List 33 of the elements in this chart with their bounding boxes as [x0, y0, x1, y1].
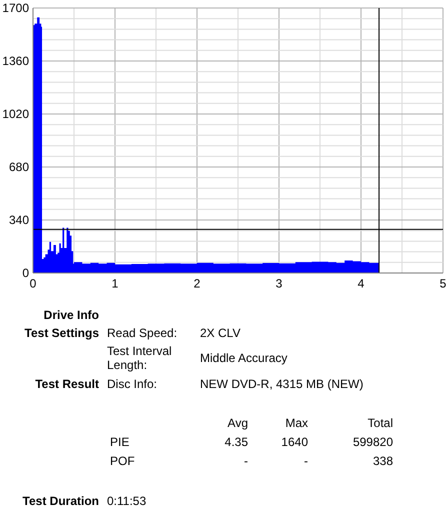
text: 338 — [372, 454, 393, 468]
y-tick-label: 340 — [8, 212, 30, 227]
text: Avg — [226, 416, 248, 430]
text: PIE — [110, 435, 130, 449]
y-tick-label: 1020 — [2, 106, 30, 121]
text: 599820 — [352, 435, 393, 449]
text: Read Speed: — [107, 326, 178, 340]
x-tick-label: 5 — [440, 276, 447, 291]
text: 4.35 — [224, 435, 248, 449]
x-tick-label: 1 — [112, 276, 119, 291]
text: POF — [110, 454, 135, 468]
text: 0:11:53 — [107, 494, 146, 508]
y-tick-label: 1700 — [2, 0, 30, 15]
text: Test Settings — [24, 326, 99, 340]
text: 1640 — [280, 435, 308, 449]
x-tick-label: 4 — [358, 276, 365, 291]
text: NEW DVD-R, 4315 MB (NEW) — [200, 377, 364, 391]
text: - — [303, 454, 308, 468]
text: Drive Info — [42, 308, 99, 322]
text: Test Duration — [22, 494, 99, 508]
text: 2X CLV — [200, 326, 240, 340]
x-tick-label: 3 — [276, 276, 283, 291]
text: Test Interval Length: — [107, 344, 173, 372]
text: Test Result — [34, 377, 99, 391]
text: - — [243, 454, 248, 468]
text: Total — [368, 416, 393, 430]
text: Max — [284, 416, 308, 430]
text: Disc Info: — [107, 377, 158, 391]
x-tick-label: 2 — [194, 276, 201, 291]
y-tick-label: 1360 — [2, 54, 30, 68]
text: Middle Accuracy — [200, 351, 288, 365]
y-tick-label: 0 — [22, 266, 30, 280]
y-tick-label: 680 — [8, 160, 30, 174]
